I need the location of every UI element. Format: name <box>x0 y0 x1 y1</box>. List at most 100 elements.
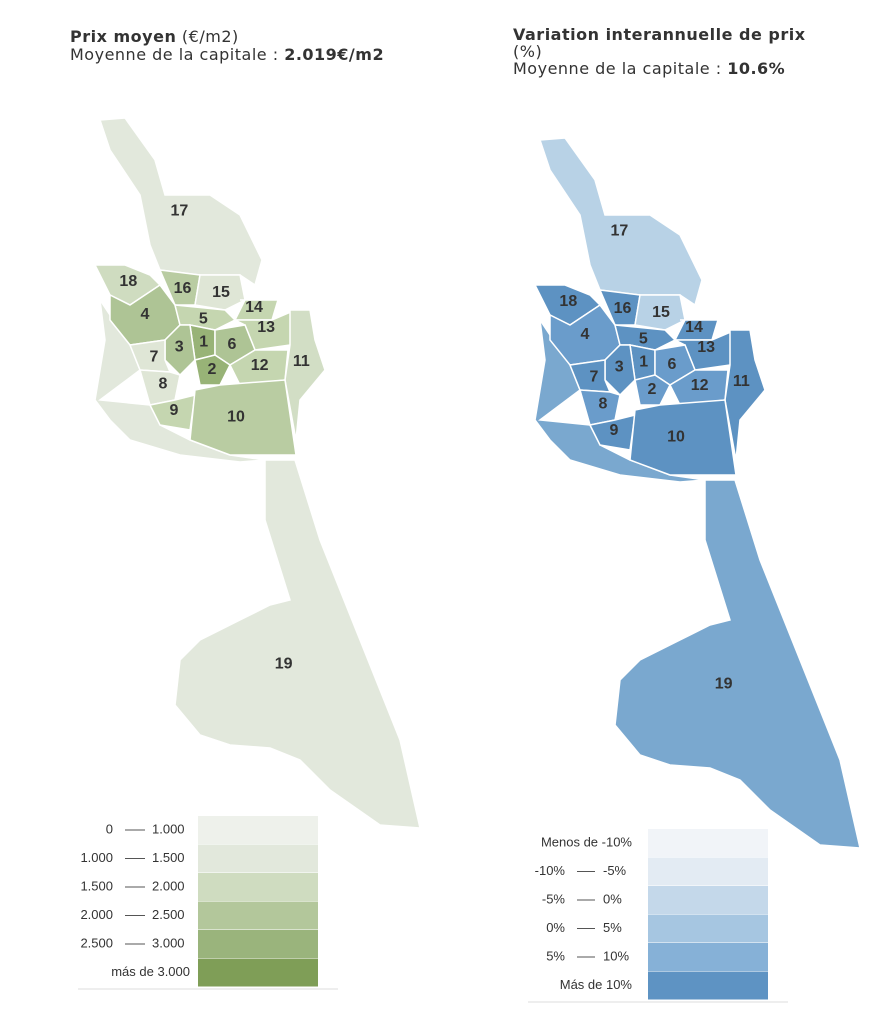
legend-label: más de 3.000 <box>111 964 190 979</box>
district-label: 5 <box>639 330 648 347</box>
title: Prix moyen (€/m2) <box>70 27 239 46</box>
district <box>634 294 686 331</box>
legend-swatch <box>648 857 768 886</box>
district-label: 9 <box>170 402 179 419</box>
district-label: 4 <box>141 306 150 323</box>
district-label: 2 <box>208 361 217 378</box>
district-label: 2 <box>648 381 657 398</box>
map: 19 17 18 16 15 4 5 14 13 13 6 7 2 12 11 89 10 <box>533 137 861 849</box>
legend-label: Más de 10% <box>560 977 633 992</box>
district <box>284 309 326 441</box>
district-label: 16 <box>614 300 632 317</box>
legend-swatch <box>648 943 768 971</box>
district-label: 3 <box>615 359 624 376</box>
legend-to: 3.000 <box>152 935 185 950</box>
district <box>189 379 297 456</box>
district-label: 17 <box>611 223 629 240</box>
legend-to: 1.000 <box>152 821 185 836</box>
legend-swatch <box>198 844 318 873</box>
subtitle: Moyenne de la capitale : 10.6% <box>513 59 785 78</box>
district-label: 4 <box>581 326 590 343</box>
district <box>128 339 172 373</box>
district-label: 16 <box>174 280 192 297</box>
legend-swatch <box>198 816 318 844</box>
district <box>629 399 737 476</box>
district-label: 10 <box>667 429 685 446</box>
legend-from: 0 <box>106 821 113 836</box>
district <box>138 369 181 406</box>
district <box>724 329 766 461</box>
district-label: 18 <box>559 293 577 310</box>
district-label: 8 <box>159 376 168 393</box>
legend-from: 2.000 <box>80 907 113 922</box>
district <box>578 389 621 426</box>
title-unit: (€/m2) <box>182 27 239 46</box>
subtitle-prefix: Moyenne de la capitale : <box>70 45 279 64</box>
legend-from: 0% <box>546 920 565 935</box>
legend-to: 2.500 <box>152 907 185 922</box>
district-label: 3 <box>175 339 184 356</box>
district <box>94 299 266 463</box>
district-label: 15 <box>212 284 230 301</box>
legend-to: 0% <box>603 891 622 906</box>
district <box>614 479 861 849</box>
district-label: 13 <box>257 319 275 336</box>
legend-swatch <box>648 914 768 943</box>
title-bold: Prix moyen <box>70 27 176 46</box>
district-label: 7 <box>590 369 599 386</box>
title: Variation interannuelle de prix <box>513 25 806 44</box>
legend-swatch <box>198 930 318 958</box>
district <box>194 274 246 311</box>
district-label: 19 <box>715 675 733 692</box>
district-label: 14 <box>685 319 703 336</box>
legend-to: 10% <box>603 948 629 963</box>
subtitle-value: 10.6% <box>727 59 785 78</box>
district-label: 19 <box>275 655 293 672</box>
legend-from: -10% <box>535 863 566 878</box>
district <box>534 319 706 483</box>
legend-from: 1.000 <box>80 850 113 865</box>
district-label: 1 <box>639 354 648 371</box>
district-label: 15 <box>652 304 670 321</box>
district-label: 11 <box>293 353 310 370</box>
district-label: 11 <box>733 373 750 390</box>
district <box>568 359 612 393</box>
legend-swatch <box>648 971 768 1000</box>
legend-to: 2.000 <box>152 878 185 893</box>
map: 19 17 18 16 15 4 5 14 13 13 6 7 2 12 11 89 10 <box>93 117 421 829</box>
legend-swatch <box>198 901 318 930</box>
subtitle-value: 2.019€/m2 <box>284 45 384 64</box>
district-label: 7 <box>150 349 159 366</box>
district-label: 6 <box>668 356 677 373</box>
district <box>174 459 421 829</box>
district-label: 10 <box>227 409 245 426</box>
district-label: 1 <box>199 334 208 351</box>
legend-label: Menos de -10% <box>541 834 632 849</box>
district-label: 13 <box>697 339 715 356</box>
subtitle-prefix: Moyenne de la capitale : <box>513 59 722 78</box>
legend-to: 5% <box>603 920 622 935</box>
subtitle: Moyenne de la capitale : 2.019€/m2 <box>70 45 384 64</box>
district-label: 18 <box>119 273 137 290</box>
district-label: 12 <box>251 357 269 374</box>
legend-to: -5% <box>603 863 627 878</box>
district-label: 8 <box>599 396 608 413</box>
district-label: 5 <box>199 310 208 327</box>
district-label: 14 <box>245 299 263 316</box>
district <box>194 354 231 386</box>
district <box>98 117 263 287</box>
district <box>634 374 671 406</box>
legend-from: 2.500 <box>80 935 113 950</box>
title-unit: (%) <box>513 42 542 61</box>
legend-to: 1.500 <box>152 850 185 865</box>
legend-swatch <box>648 886 768 914</box>
district <box>538 137 703 307</box>
district-label: 6 <box>228 336 237 353</box>
legend-swatch <box>198 958 318 987</box>
legend-from: 5% <box>546 948 565 963</box>
district-label: 12 <box>691 377 709 394</box>
district-label: 9 <box>610 422 619 439</box>
district-label: 17 <box>171 203 189 220</box>
legend-swatch <box>648 829 768 857</box>
